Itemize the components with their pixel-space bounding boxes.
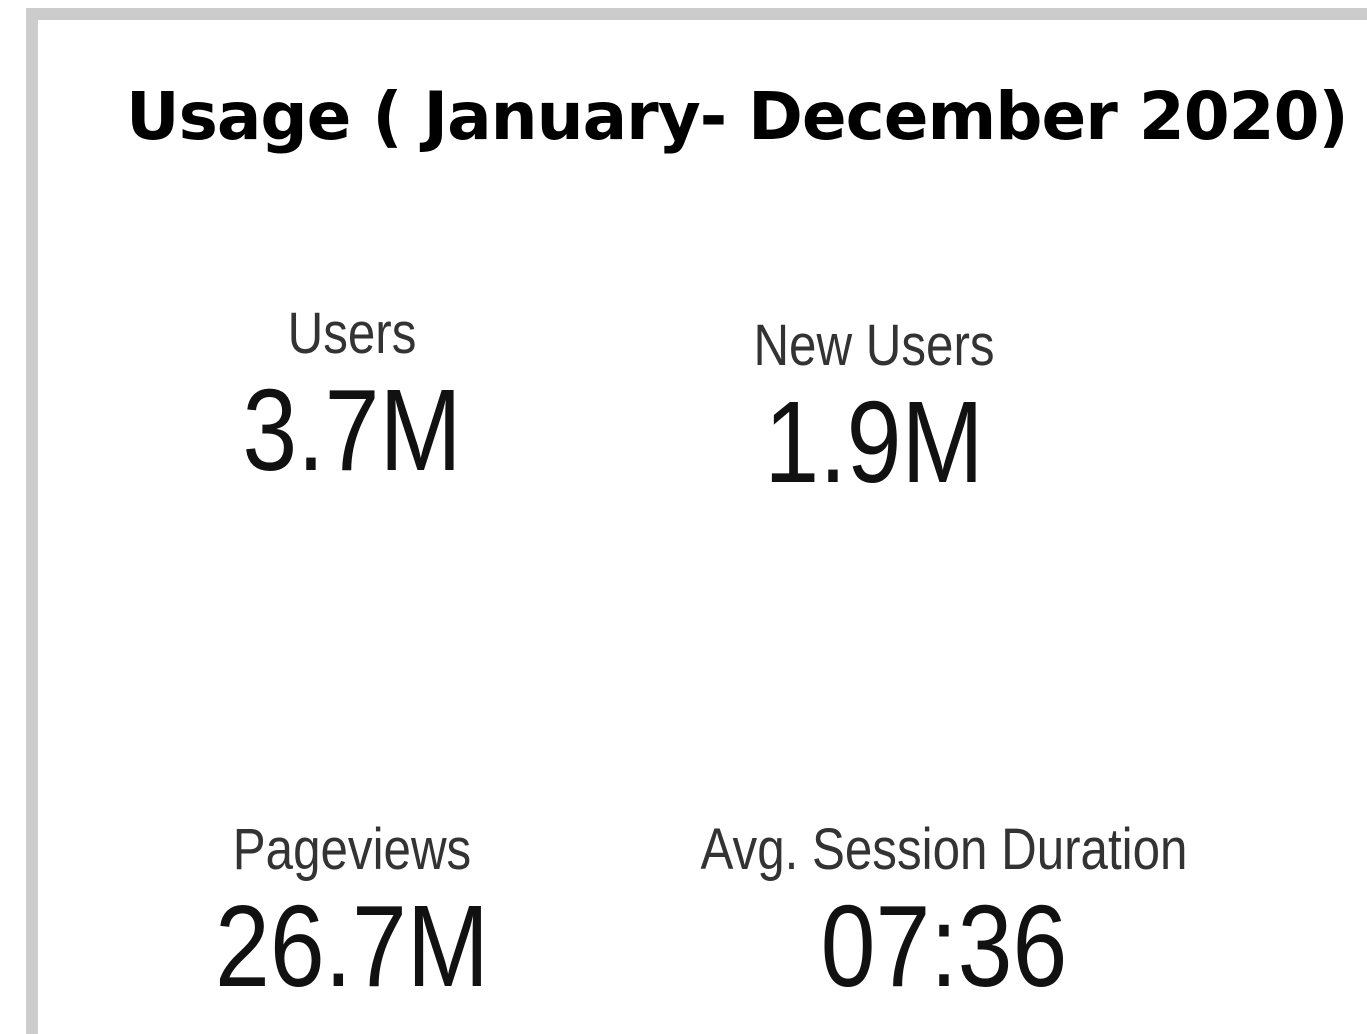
card: Usage ( January- December 2020) Users 3.… [26,8,1367,1034]
metric-label: New Users [753,313,995,378]
metric-value: 3.7M [242,365,462,495]
metric: New Users 1.9M [704,312,1044,507]
metric-value: 1.9M [764,377,984,507]
title: Usage ( January- December 2020) [126,78,1349,155]
metric-value: 26.7M [214,881,490,1011]
metric-label: Users [287,301,417,366]
metric-label: Pageviews [232,817,472,882]
metric: Avg. Session Duration 07:36 [672,816,1216,1011]
metric-value: 07:36 [820,881,1068,1011]
metric: Pageviews 26.7M [182,816,522,1011]
metric-label: Avg. Session Duration [700,817,1188,882]
metric: Users 3.7M [182,300,522,495]
